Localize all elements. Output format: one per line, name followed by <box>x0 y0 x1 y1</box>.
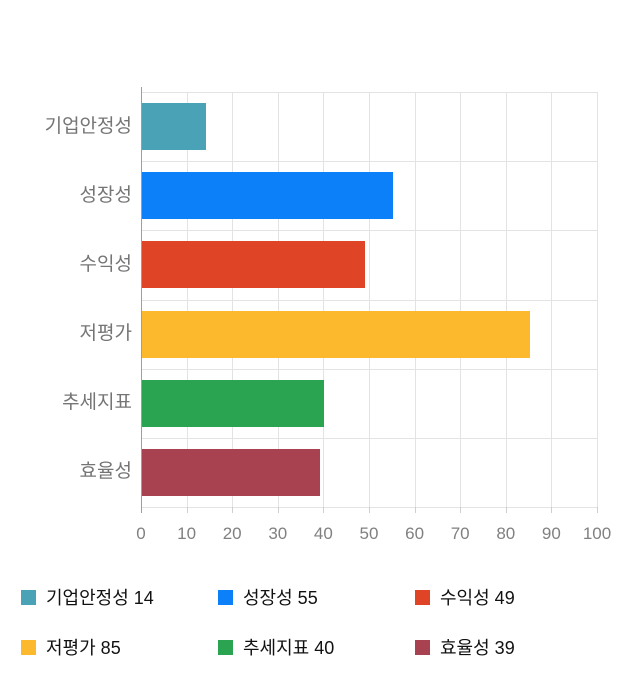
bar <box>142 379 325 427</box>
x-tick-label: 20 <box>222 524 242 543</box>
axis-tick <box>460 507 462 513</box>
legend-label: 성장성 55 <box>243 588 318 608</box>
axis-tick <box>186 507 188 513</box>
legend-swatch <box>218 589 233 605</box>
legend-label: 저평가 85 <box>46 638 121 658</box>
bar <box>142 103 206 151</box>
x-tick-label: 60 <box>405 524 425 543</box>
legend-item: 저평가 85 <box>21 636 218 658</box>
legend-label: 기업안정성 14 <box>46 588 154 608</box>
gridline-vertical <box>369 92 370 507</box>
legend-swatch <box>218 639 233 655</box>
axis-tick <box>551 507 553 513</box>
x-tick-label: 70 <box>450 524 470 543</box>
gridline-vertical <box>414 92 416 507</box>
y-axis-line <box>141 87 142 513</box>
legend-swatch <box>415 589 430 605</box>
x-tick-label: 10 <box>177 524 197 543</box>
x-tick-label: 80 <box>496 524 516 543</box>
axis-tick <box>414 507 416 513</box>
legend-item: 효율성 39 <box>415 636 612 658</box>
category-label: 효율성 <box>79 461 132 483</box>
axis-tick <box>369 507 370 513</box>
legend-swatch <box>21 589 36 605</box>
gridline-vertical <box>232 92 234 507</box>
gridline-vertical <box>323 92 325 507</box>
category-label: 저평가 <box>79 323 132 345</box>
bar <box>142 241 366 289</box>
x-tick-label: 100 <box>582 524 612 543</box>
gridline-vertical <box>460 92 462 507</box>
bar <box>142 172 393 220</box>
category-label: 수익성 <box>79 253 132 275</box>
category-label: 기업안정성 <box>44 115 132 137</box>
category-label: 추세지표 <box>62 392 132 414</box>
legend-label: 추세지표 40 <box>243 638 335 658</box>
x-tick-label: 30 <box>268 524 288 543</box>
axis-tick <box>232 507 234 513</box>
gridline-vertical <box>597 92 598 507</box>
gridline-vertical <box>277 92 279 507</box>
legend-item: 기업안정성 14 <box>21 586 218 608</box>
category-label: 성장성 <box>79 184 132 206</box>
bar <box>142 448 320 496</box>
legend-swatch <box>415 639 430 655</box>
legend-label: 효율성 39 <box>440 638 515 658</box>
x-tick-label: 0 <box>136 524 146 543</box>
legend-item: 성장성 55 <box>218 586 415 608</box>
gridline-vertical <box>551 92 553 507</box>
legend-label: 수익성 49 <box>440 588 515 608</box>
x-tick-label: 50 <box>359 524 379 543</box>
axis-tick <box>597 507 598 513</box>
axis-tick <box>505 507 507 513</box>
x-tick-label: 90 <box>541 524 561 543</box>
legend: 기업안정성 14 성장성 55 수익성 49 저평가 85 추세지표 40 효율성 39 <box>21 586 612 658</box>
gridline-vertical <box>186 92 188 507</box>
axis-tick <box>277 507 279 513</box>
gridline-vertical <box>505 92 507 507</box>
axis-tick <box>323 507 325 513</box>
legend-item: 추세지표 40 <box>218 636 415 658</box>
legend-item: 수익성 49 <box>415 586 612 608</box>
bar <box>142 310 530 358</box>
x-tick-label: 40 <box>313 524 333 543</box>
legend-swatch <box>21 639 36 655</box>
